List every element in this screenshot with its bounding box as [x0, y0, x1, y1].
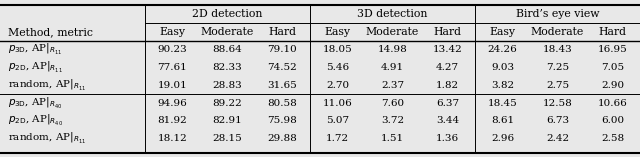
Text: 94.96: 94.96	[157, 99, 188, 108]
Text: Hard: Hard	[598, 27, 627, 37]
Text: 3.82: 3.82	[491, 81, 514, 90]
Text: 90.23: 90.23	[157, 45, 188, 54]
Text: 3.44: 3.44	[436, 116, 459, 125]
Text: 6.73: 6.73	[546, 116, 569, 125]
Text: 19.01: 19.01	[157, 81, 188, 90]
Text: 24.26: 24.26	[488, 45, 517, 54]
Text: 1.72: 1.72	[326, 134, 349, 143]
Text: 82.33: 82.33	[212, 63, 243, 72]
Text: 7.25: 7.25	[546, 63, 569, 72]
Text: 8.61: 8.61	[491, 116, 514, 125]
Text: 13.42: 13.42	[433, 45, 462, 54]
Text: 1.36: 1.36	[436, 134, 459, 143]
Text: Method, metric: Method, metric	[8, 27, 93, 37]
Text: 5.46: 5.46	[326, 63, 349, 72]
Text: 18.43: 18.43	[543, 45, 572, 54]
Text: 28.83: 28.83	[212, 81, 243, 90]
Text: 29.88: 29.88	[268, 134, 298, 143]
Text: 2.70: 2.70	[326, 81, 349, 90]
Text: Hard: Hard	[269, 27, 296, 37]
Text: 3D detection: 3D detection	[357, 9, 428, 19]
Text: 4.27: 4.27	[436, 63, 459, 72]
Text: 81.92: 81.92	[157, 116, 188, 125]
Text: 9.03: 9.03	[491, 63, 514, 72]
Text: Moderate: Moderate	[366, 27, 419, 37]
Text: 4.91: 4.91	[381, 63, 404, 72]
Text: random, AP$|_{R_{11}}$: random, AP$|_{R_{11}}$	[8, 131, 86, 146]
Text: 1.82: 1.82	[436, 81, 459, 90]
Text: 5.07: 5.07	[326, 116, 349, 125]
Text: $p_{\mathrm{2D}}$, AP$|_{R_{40}}$: $p_{\mathrm{2D}}$, AP$|_{R_{40}}$	[8, 113, 63, 128]
Text: 28.15: 28.15	[212, 134, 243, 143]
Text: 6.00: 6.00	[601, 116, 624, 125]
Text: 2.75: 2.75	[546, 81, 569, 90]
Text: Easy: Easy	[490, 27, 515, 37]
Text: 6.37: 6.37	[436, 99, 459, 108]
Text: 18.12: 18.12	[157, 134, 188, 143]
Text: 18.05: 18.05	[323, 45, 353, 54]
Text: 89.22: 89.22	[212, 99, 243, 108]
Text: 82.91: 82.91	[212, 116, 243, 125]
Text: Bird’s eye view: Bird’s eye view	[516, 9, 599, 19]
Text: 75.98: 75.98	[268, 116, 298, 125]
Text: Easy: Easy	[159, 27, 186, 37]
Text: 77.61: 77.61	[157, 63, 188, 72]
Text: 7.05: 7.05	[601, 63, 624, 72]
Text: 74.52: 74.52	[268, 63, 298, 72]
Text: 14.98: 14.98	[378, 45, 408, 54]
Text: 1.51: 1.51	[381, 134, 404, 143]
Text: 2.90: 2.90	[601, 81, 624, 90]
Text: 18.45: 18.45	[488, 99, 517, 108]
Text: 2.42: 2.42	[546, 134, 569, 143]
Text: Moderate: Moderate	[201, 27, 254, 37]
Text: 7.60: 7.60	[381, 99, 404, 108]
Text: random, AP$|_{R_{11}}$: random, AP$|_{R_{11}}$	[8, 78, 86, 93]
Text: 2.58: 2.58	[601, 134, 624, 143]
Text: 2D detection: 2D detection	[192, 9, 262, 19]
Text: 79.10: 79.10	[268, 45, 298, 54]
Text: $p_{\mathrm{3D}}$, AP$|_{R_{40}}$: $p_{\mathrm{3D}}$, AP$|_{R_{40}}$	[8, 96, 63, 111]
Text: 80.58: 80.58	[268, 99, 298, 108]
Text: 16.95: 16.95	[598, 45, 627, 54]
Text: 11.06: 11.06	[323, 99, 353, 108]
Text: 2.37: 2.37	[381, 81, 404, 90]
Text: Easy: Easy	[324, 27, 351, 37]
Text: 3.72: 3.72	[381, 116, 404, 125]
Text: $p_{\mathrm{3D}}$, AP$|_{R_{11}}$: $p_{\mathrm{3D}}$, AP$|_{R_{11}}$	[8, 42, 63, 57]
Text: Moderate: Moderate	[531, 27, 584, 37]
Text: 12.58: 12.58	[543, 99, 572, 108]
Text: $p_{\mathrm{2D}}$, AP$|_{R_{11}}$: $p_{\mathrm{2D}}$, AP$|_{R_{11}}$	[8, 60, 63, 75]
Text: 88.64: 88.64	[212, 45, 243, 54]
Text: 10.66: 10.66	[598, 99, 627, 108]
Text: 2.96: 2.96	[491, 134, 514, 143]
Text: Hard: Hard	[433, 27, 461, 37]
Text: 31.65: 31.65	[268, 81, 298, 90]
